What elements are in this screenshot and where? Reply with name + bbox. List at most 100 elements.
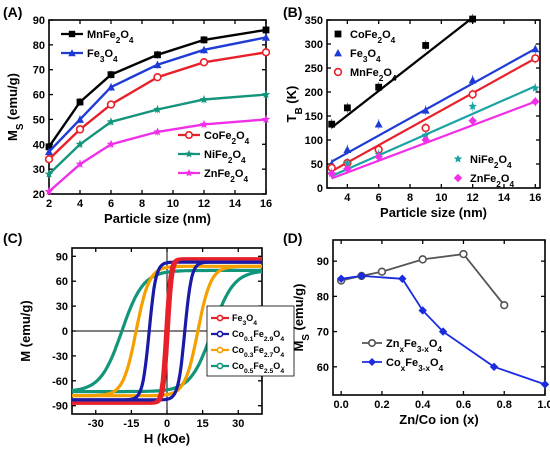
data-point-MnFe2O4	[262, 26, 270, 34]
y-tick-label: 80	[33, 40, 45, 52]
x-tick-label: 0.8	[497, 399, 512, 411]
y-tick-label: 30	[33, 164, 45, 176]
legend-marker	[68, 30, 76, 38]
hysteresis-branch-down-Co0.5Fe2.5O4	[71, 268, 262, 393]
data-point-CoFe2O4	[75, 125, 85, 134]
data-point-CoxFe3-xO4	[336, 274, 346, 283]
y-tick-label: 30	[56, 301, 68, 313]
y-tick-label: 70	[317, 327, 329, 339]
hysteresis-branch-down-Co0.3Fe2.7O4	[72, 264, 262, 398]
y-tick-label: -90	[52, 401, 68, 413]
data-point-Fe3O4	[343, 145, 352, 153]
panel-a: (A) 2 4 6 8 10 12 14 16 20 30 40 50 60 70 80 90 Particle …	[3, 4, 272, 226]
y-tick-label: 90	[56, 251, 68, 263]
legend-marker	[68, 49, 76, 57]
x-tick-label: 16	[260, 198, 272, 210]
x-tick-label: 12	[198, 198, 210, 210]
legend-marker	[453, 173, 463, 183]
y-tick-label: 100	[305, 135, 323, 147]
data-point-ZnFe2O4	[421, 135, 430, 145]
x-tick-label: 2	[46, 198, 52, 210]
legend-marker	[216, 346, 224, 354]
hysteresis-branch-down-Fe3O4	[72, 257, 262, 405]
series-line-MnFe2O4	[48, 28, 267, 148]
legend-marker	[185, 131, 194, 140]
legend-marker	[333, 67, 343, 77]
y-tick-label: 40	[33, 139, 45, 151]
hysteresis-branch-down-Co0.1Fe2.9O4	[72, 260, 262, 402]
data-point-CoFe2O4	[469, 15, 477, 23]
data-point-CoxFe3-xO4	[357, 271, 366, 281]
y-tick-label: -60	[52, 376, 68, 388]
data-point-MnFe2O4	[200, 36, 208, 44]
data-point-MnFe2O4	[107, 71, 115, 79]
data-point-ZnFe2O4	[153, 127, 162, 136]
legend-entry-Fe3O4: Fe3O4	[232, 313, 257, 327]
x-tick-label: 8	[139, 198, 145, 210]
plot-frame-b	[326, 19, 541, 189]
fit-line-Fe3O4	[331, 47, 536, 163]
y-tick-label: 200	[305, 87, 323, 99]
legend-marker	[334, 49, 342, 57]
data-point-ZnFe2O4	[374, 152, 383, 161]
data-point-Fe3O4	[107, 83, 115, 91]
legend-entry-MnFe2O4: MnFe2O4	[87, 29, 134, 45]
hysteresis-branch-up-Co0.5Fe2.5O4	[72, 269, 263, 394]
panel-c: (C) -30 -15 0 15 30 -90 -60 -30 0 30 60 90 H (kOe) M (…	[3, 230, 295, 446]
y-axis-label-c: M (emu/g)	[18, 300, 33, 361]
data-point-ZnxFe3-xO4	[377, 267, 387, 276]
x-axis-label-d: Zn/Co ion (x)	[399, 412, 478, 427]
legend-entry-Co0.1Fe2.9O4: Co0.1Fe2.9O4	[232, 329, 284, 343]
x-tick-label: 0.4	[415, 399, 431, 411]
x-tick-label: 4	[344, 192, 351, 204]
data-point-Fe3O4	[76, 115, 84, 123]
legend-marker	[334, 30, 342, 38]
y-tick-label: 300	[305, 39, 323, 51]
y-tick-label: 80	[317, 291, 329, 303]
x-tick-label: 16	[529, 192, 541, 204]
panel-label-b: (B)	[283, 4, 302, 20]
x-axis-label-a: Particle size (nm)	[104, 211, 211, 226]
panel-d: (D) 0.0 0.2 0.4 0.6 0.8 1.0 60 70 80 90 Zn/Co ion (…	[283, 230, 550, 427]
y-tick-label: 0	[62, 326, 68, 338]
data-point-CoxFe3-xO4	[418, 306, 427, 315]
data-point-Fe3O4	[374, 120, 383, 128]
data-point-ZnFe2O4	[468, 116, 477, 125]
data-point-ZnFe2O4	[106, 139, 116, 148]
y-tick-label: 0	[317, 183, 323, 195]
plot-frame-a	[48, 19, 267, 195]
y-tick-label: 50	[311, 159, 323, 171]
legend-entry-NiFe2O4: NiFe2O4	[470, 154, 512, 170]
data-point-NiFe2O4	[153, 105, 162, 114]
fit-line-MnFe2O4	[331, 57, 536, 173]
x-tick-label: 30	[232, 418, 244, 430]
data-point-ZnFe2O4	[327, 169, 336, 178]
data-point-CoxFe3-xO4	[398, 274, 407, 283]
x-tick-label: -15	[123, 418, 139, 430]
fit-line-ZnFe2O4	[331, 100, 536, 180]
data-point-CoFe2O4	[44, 155, 54, 164]
data-point-Fe3O4	[153, 60, 162, 69]
y-axis-label-b: TB (K)	[284, 86, 305, 123]
data-point-CoFe2O4	[422, 42, 430, 49]
data-point-Fe3O4	[531, 44, 540, 53]
x-tick-label: 12	[467, 192, 479, 204]
data-point-NiFe2O4	[531, 83, 540, 92]
data-point-Fe3O4	[262, 33, 270, 41]
y-tick-label: -30	[52, 351, 68, 363]
data-point-CoFe2O4	[328, 120, 336, 128]
x-tick-label: 0.6	[456, 399, 471, 411]
y-tick-label: 70	[33, 65, 45, 77]
data-point-NiFe2O4	[261, 90, 271, 99]
legend-entry-Fe3O4: Fe3O4	[87, 48, 118, 64]
y-tick-label: 20	[33, 189, 45, 201]
data-point-Fe3O4	[421, 106, 430, 114]
fit-line-CoFe2O4	[331, 16, 474, 129]
legend-entry-ZnFe2O4: ZnFe2O4	[204, 168, 248, 184]
y-tick-label: 90	[317, 256, 329, 268]
x-tick-label: 10	[167, 198, 179, 210]
x-tick-label: 14	[229, 198, 242, 210]
data-point-NiFe2O4	[75, 139, 85, 148]
x-tick-label: 1.0	[537, 399, 550, 411]
